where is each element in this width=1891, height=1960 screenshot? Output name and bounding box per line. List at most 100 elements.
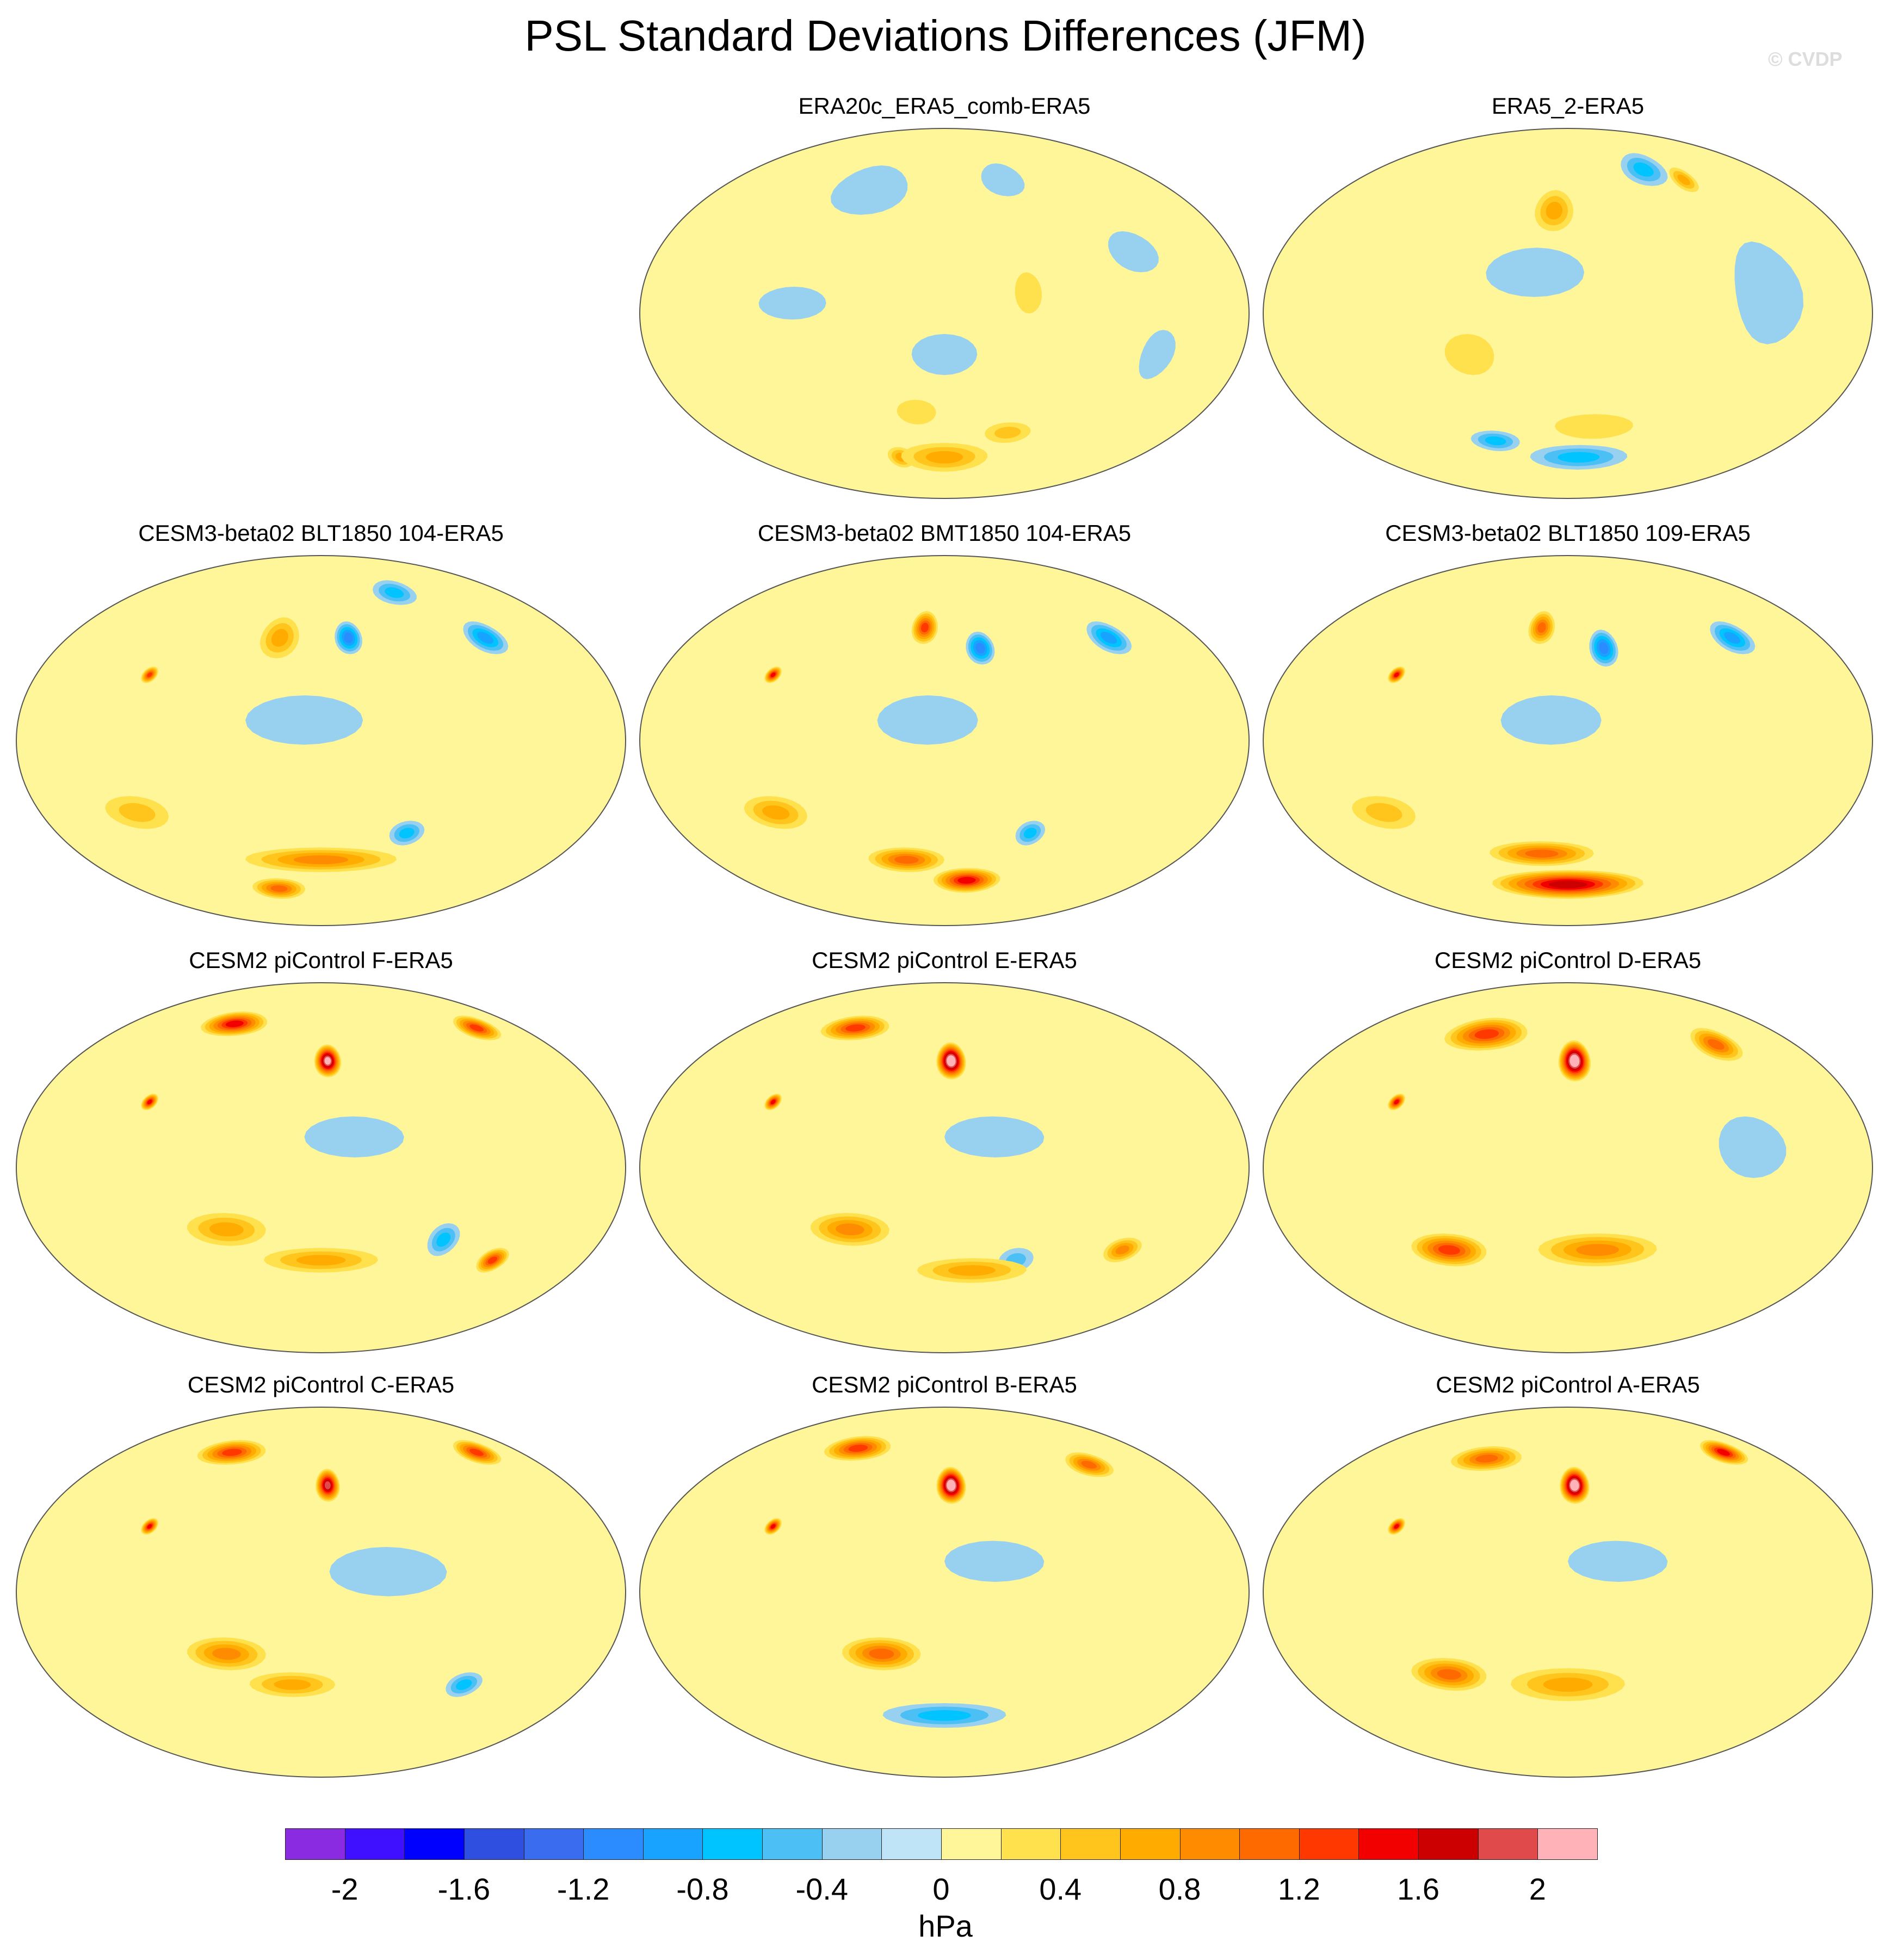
anomaly-contour [147, 1524, 152, 1529]
anomaly-contour [324, 1481, 331, 1489]
map-outline [1263, 1407, 1873, 1778]
colorbar-swatch [1537, 1828, 1598, 1860]
colorbar-swatch [1060, 1828, 1121, 1860]
map-panel: CESM2 piControl C-ERA5 [11, 1371, 631, 1785]
map-svg [1263, 982, 1873, 1353]
anomaly-contour [831, 165, 908, 215]
colorbar-tick-label: -0.4 [795, 1872, 848, 1906]
anomaly-contour [1101, 632, 1117, 644]
anomaly-contour [344, 632, 353, 643]
anomaly-contour [222, 1449, 242, 1456]
anomaly-contour [304, 1116, 404, 1158]
map-background [16, 1407, 626, 1777]
map-svg [1263, 128, 1873, 499]
anomaly-contour [487, 1256, 498, 1264]
anomaly-contour [1548, 880, 1587, 889]
map-background [1263, 1407, 1873, 1777]
colorbar-swatch [1239, 1828, 1300, 1860]
anomaly-contour [1677, 174, 1690, 186]
map-background [16, 983, 626, 1353]
anomaly-contour [981, 163, 1025, 196]
map-panel: CESM2 piControl B-ERA5 [634, 1371, 1255, 1785]
map-panel: ERA20c_ERA5_comb-ERA5 [634, 93, 1255, 506]
anomaly-contour [399, 828, 415, 839]
map-outline [1263, 555, 1873, 926]
map-svg [639, 982, 1250, 1353]
anomaly-contour [147, 672, 152, 677]
anomaly-contour [994, 427, 1021, 439]
anomaly-contour [436, 1232, 451, 1247]
map-outline [16, 982, 626, 1353]
map-panel: CESM2 piControl E-ERA5 [634, 947, 1255, 1360]
colorbar-swatch [881, 1828, 942, 1860]
anomaly-contour [1474, 1029, 1499, 1039]
anomaly-contour [274, 1679, 311, 1690]
colorbar-swatch [1299, 1828, 1359, 1860]
map-panel: CESM2 piControl D-ERA5 [1258, 947, 1878, 1360]
anomaly-contour [948, 1265, 996, 1276]
anomaly-contour [212, 1648, 241, 1660]
anomaly-contour [324, 1057, 331, 1065]
colorbar-swatch [1418, 1828, 1479, 1860]
anomaly-contour [770, 1524, 776, 1529]
anomaly-contour [1081, 1460, 1097, 1469]
anomaly-contour [270, 885, 288, 892]
anomaly-contour [1525, 849, 1559, 858]
anomaly-contour [770, 1100, 776, 1105]
page-title: PSL Standard Deviations Differences (JFM… [524, 11, 1367, 60]
map-svg [639, 1407, 1250, 1778]
anomaly-contour [293, 855, 349, 865]
map-outline [639, 982, 1250, 1353]
anomaly-contour [469, 1449, 484, 1456]
anomaly-contour [921, 622, 929, 632]
colorbar-swatch [702, 1828, 763, 1860]
anomaly-contour [1365, 803, 1402, 822]
colorbar-swatch [821, 1828, 882, 1860]
panel-title: CESM2 piControl F-ERA5 [189, 947, 453, 973]
anomaly-contour [897, 399, 936, 424]
map-svg [16, 555, 626, 926]
anomaly-contour [1555, 414, 1633, 439]
panel-title: CESM2 piControl D-ERA5 [1434, 947, 1702, 973]
anomaly-contour [147, 1100, 152, 1105]
colorbar-swatch [1000, 1828, 1061, 1860]
anomaly-contour [271, 628, 288, 647]
anomaly-contour [1485, 436, 1506, 446]
colorbar-swatch [1358, 1828, 1419, 1860]
anomaly-contour [1023, 828, 1037, 839]
anomaly-contour [1571, 1056, 1579, 1066]
colorbar-swatch [1120, 1828, 1181, 1860]
anomaly-contour [225, 1020, 244, 1027]
map-outline [639, 1407, 1250, 1778]
colorbar-tick-label: -1.6 [437, 1872, 491, 1906]
colorbar-tick-label: 0.8 [1158, 1872, 1201, 1906]
anomaly-contour [1717, 1449, 1731, 1456]
colorbar-tick-label: 0.4 [1039, 1872, 1082, 1906]
anomaly-contour [1437, 1669, 1461, 1680]
colorbar-tick-label: 1.6 [1397, 1872, 1439, 1906]
colorbar-swatch [523, 1828, 584, 1860]
panel-title: CESM3-beta02 BMT1850 104-ERA5 [757, 520, 1132, 546]
anomaly-contour [770, 673, 776, 677]
anomaly-contour [1394, 1100, 1399, 1105]
anomaly-contour [1707, 1039, 1725, 1050]
colorbar-swatch [642, 1828, 703, 1860]
anomaly-contour [477, 632, 494, 644]
colorbar-tick-label: -0.8 [676, 1872, 729, 1906]
map-panel: ERA5_2-ERA5 [1258, 93, 1878, 506]
panel-title: CESM3-beta02 BLT1850 109-ERA5 [1385, 520, 1751, 546]
anomaly-contour [1568, 1540, 1668, 1582]
map-outline [16, 1407, 626, 1778]
anomaly-contour [1537, 622, 1546, 633]
anomaly-contour [1444, 334, 1494, 375]
panel-title: CESM2 piControl E-ERA5 [812, 947, 1077, 973]
anomaly-contour [1486, 248, 1585, 297]
map-panel: CESM3-beta02 BLT1850 109-ERA5 [1258, 520, 1878, 933]
anomaly-contour [1576, 1244, 1620, 1256]
anomaly-contour [1015, 272, 1042, 313]
anomaly-contour [1394, 673, 1399, 677]
anomaly-contour [762, 805, 790, 820]
map-outline [16, 555, 626, 926]
anomaly-contour [925, 451, 963, 464]
anomaly-contour [877, 695, 978, 745]
